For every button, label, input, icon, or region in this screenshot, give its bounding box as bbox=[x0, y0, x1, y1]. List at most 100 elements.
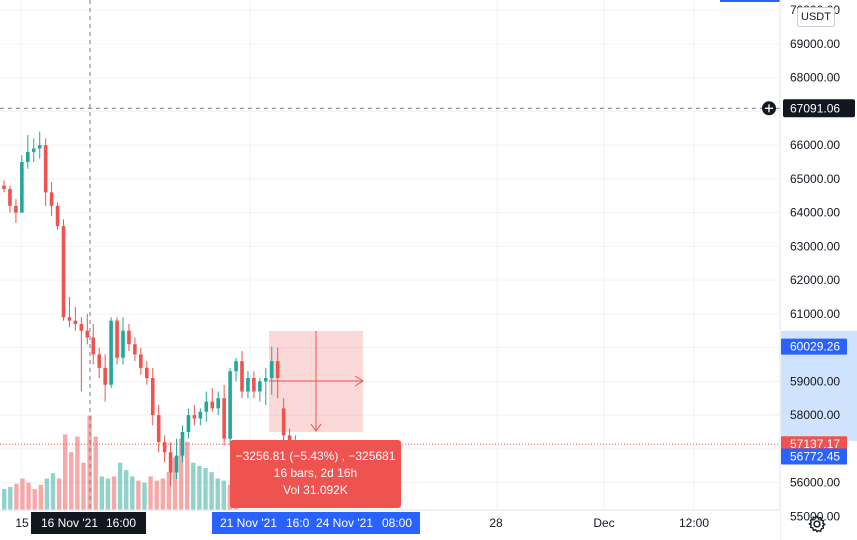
candle bbox=[97, 347, 101, 378]
crosshair-time-label: 16 Nov '21 bbox=[41, 516, 98, 530]
candle bbox=[26, 135, 30, 169]
candle-body bbox=[127, 330, 131, 345]
candle-body bbox=[67, 317, 72, 321]
volume-bar bbox=[111, 476, 117, 510]
candle bbox=[91, 324, 96, 365]
time-axis[interactable]: 15 28 Dec 12:00 16 Nov '21 16:00 21 Nov '21 16:… bbox=[0, 509, 780, 540]
candle-body bbox=[49, 192, 54, 206]
price-tick-label: 56000.00 bbox=[790, 476, 840, 490]
volume-bar bbox=[203, 468, 208, 510]
candle-body bbox=[240, 361, 244, 392]
volume-bar bbox=[20, 478, 25, 510]
volume-bar bbox=[136, 480, 141, 510]
volume-bar bbox=[142, 482, 147, 510]
candle-body bbox=[20, 162, 24, 213]
price-tick-label: 59000.00 bbox=[790, 374, 840, 388]
candle bbox=[133, 337, 137, 362]
candle-body bbox=[61, 226, 66, 318]
volume-bar bbox=[166, 472, 172, 510]
candle-body bbox=[31, 148, 36, 152]
candle bbox=[204, 391, 209, 422]
candlestick-series bbox=[2, 131, 298, 486]
plus-circle-icon[interactable] bbox=[762, 101, 776, 116]
volume-bar bbox=[63, 434, 68, 510]
candle-body bbox=[150, 378, 155, 416]
price-tag-label: 56772.45 bbox=[790, 450, 840, 464]
volume-bar bbox=[191, 462, 196, 510]
price-tick-label: 55000.00 bbox=[790, 509, 840, 523]
candle-body bbox=[133, 344, 137, 355]
candle-body bbox=[192, 415, 197, 419]
candle bbox=[192, 405, 197, 426]
volume-bar bbox=[75, 436, 80, 510]
price-tag-blue-outline bbox=[781, 448, 847, 465]
gear-icon[interactable] bbox=[806, 513, 828, 535]
measure-end-tag bbox=[311, 512, 420, 534]
price-tick-label: 63000.00 bbox=[790, 239, 840, 253]
candle-body bbox=[162, 442, 167, 453]
candle bbox=[180, 425, 185, 463]
volume-bar bbox=[209, 472, 214, 510]
volume-bar bbox=[215, 478, 220, 510]
volume-bar bbox=[14, 483, 19, 510]
candle-body bbox=[222, 398, 226, 439]
candle bbox=[2, 180, 6, 193]
candle-body bbox=[210, 401, 215, 409]
candle bbox=[55, 202, 60, 230]
volume-bar bbox=[172, 457, 178, 510]
candle bbox=[216, 391, 220, 416]
measure-volume: Vol 31.092K bbox=[283, 483, 348, 497]
candle bbox=[228, 367, 232, 446]
measure-arrow-right bbox=[354, 375, 364, 387]
price-tick-label: 68000.00 bbox=[790, 71, 840, 85]
candle-body bbox=[73, 320, 78, 324]
time-tick-label: 28 bbox=[489, 516, 503, 530]
candle-body bbox=[2, 185, 6, 189]
time-tick-label: Dec bbox=[593, 516, 614, 530]
candle-body bbox=[180, 432, 185, 456]
candle bbox=[162, 435, 167, 463]
candle-body bbox=[264, 378, 268, 382]
volume-bar bbox=[56, 478, 62, 510]
candle-body bbox=[79, 324, 84, 331]
candle-body bbox=[26, 151, 30, 162]
candle-body bbox=[204, 401, 209, 412]
crosshair-time-tag bbox=[31, 512, 146, 534]
candle-body bbox=[85, 330, 90, 338]
crosshair-price-label: 67091.06 bbox=[790, 101, 840, 115]
price-tick-label: 65000.00 bbox=[790, 172, 840, 186]
candle-body bbox=[121, 330, 125, 358]
candle-body bbox=[174, 455, 179, 473]
candle bbox=[85, 313, 90, 345]
volume-bar bbox=[2, 489, 7, 510]
volume-bar bbox=[87, 415, 92, 510]
volume-bar bbox=[32, 489, 37, 510]
candle-body bbox=[281, 408, 286, 436]
measure-end-sub: 08:00 bbox=[382, 516, 412, 530]
candle bbox=[240, 351, 244, 399]
candle bbox=[168, 442, 173, 486]
candle bbox=[150, 367, 155, 426]
volume-bar bbox=[44, 478, 50, 510]
volume-bar bbox=[99, 476, 104, 510]
volume-bar bbox=[178, 438, 184, 510]
volume-bar bbox=[227, 484, 233, 510]
price-axis[interactable]: 55000.0056000.0057000.0058000.0059000.00… bbox=[762, 0, 857, 540]
candle bbox=[198, 408, 203, 426]
measure-start-sub: 16:0 bbox=[286, 516, 310, 530]
candle-body bbox=[287, 435, 292, 443]
chart-grid bbox=[0, 0, 780, 517]
candle bbox=[252, 371, 256, 399]
candle bbox=[121, 317, 125, 365]
candle-body bbox=[91, 337, 96, 355]
volume-bar bbox=[81, 462, 86, 510]
top-accent-bar bbox=[720, 0, 780, 2]
volume-bar bbox=[69, 452, 74, 510]
price-tick-label: 66000.00 bbox=[790, 138, 840, 152]
candle-body bbox=[109, 320, 113, 385]
candle bbox=[49, 182, 54, 216]
currency-badge[interactable]: USDT bbox=[797, 7, 835, 27]
candle-body bbox=[186, 415, 191, 432]
candle-body bbox=[275, 361, 280, 378]
